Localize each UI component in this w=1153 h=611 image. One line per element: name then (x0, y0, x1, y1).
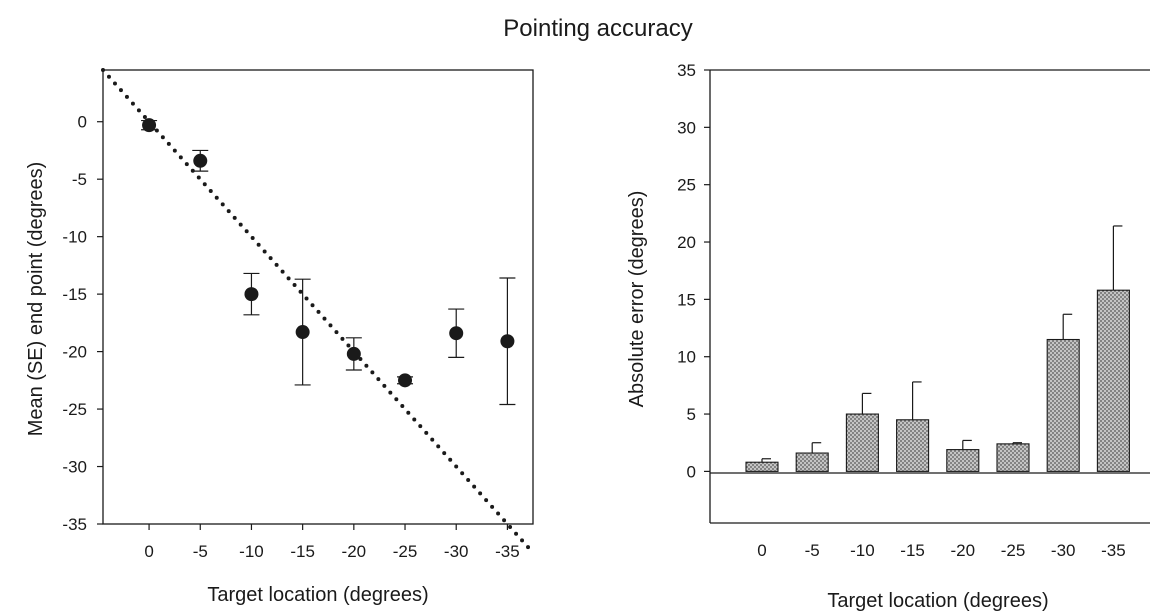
y-tick-label: 15 (677, 290, 696, 309)
bar (996, 443, 1030, 472)
y-tick-label: 25 (677, 176, 696, 195)
y-tick-label: -20 (62, 343, 87, 362)
bar (1046, 338, 1080, 472)
identity-reference-line (101, 68, 535, 555)
data-point (398, 373, 413, 388)
bar (745, 461, 779, 472)
x-tick-label: -35 (1101, 541, 1126, 560)
y-tick-label: 0 (78, 113, 87, 132)
y-tick-label: 30 (677, 118, 696, 137)
data-point (449, 326, 464, 341)
x-tick-label: -15 (900, 541, 925, 560)
scatter-y-axis-ticks: 0 -5 -10 -15 -20 -25 -30 -35 (62, 113, 103, 534)
bar-y-axis-title: Absolute error (degrees) (626, 191, 648, 408)
data-point (142, 118, 157, 133)
bar (1096, 289, 1130, 472)
y-tick-label: 35 (677, 61, 696, 80)
y-tick-label: 0 (687, 462, 696, 481)
x-tick-label: -5 (193, 542, 208, 561)
x-tick-label: -20 (342, 542, 367, 561)
scatter-panel: 0 -5 -10 -15 -20 -25 -30 -35 0 -5 -10 -15 -20 -25 -30… (25, 68, 535, 606)
bar (845, 413, 879, 472)
y-tick-label: -30 (62, 458, 87, 477)
scatter-plot-frame (102, 69, 534, 525)
bar-x-axis-title: Target location (degrees) (827, 590, 1048, 611)
bar (896, 419, 930, 472)
y-tick-label: 10 (677, 348, 696, 367)
data-point (193, 153, 208, 168)
bars (745, 225, 1130, 472)
bar-panel: 0 5 10 15 20 25 30 35 0 -5 -10 -15 -20 -25 -30 -35 Tar… (626, 61, 1150, 611)
x-tick-label: -30 (444, 542, 469, 561)
x-tick-label: -5 (805, 541, 820, 560)
data-point (346, 346, 361, 361)
y-tick-label: 20 (677, 233, 696, 252)
y-tick-label: -5 (72, 170, 87, 189)
scatter-x-axis-title: Target location (degrees) (207, 584, 428, 606)
bar (795, 452, 829, 472)
y-tick-label: -10 (62, 228, 87, 247)
scatter-y-axis-title: Mean (SE) end point (degrees) (25, 162, 47, 437)
scatter-x-axis-ticks: 0 -5 -10 -15 -20 -25 -30 -35 (144, 524, 520, 561)
x-tick-label: -15 (290, 542, 315, 561)
x-tick-label: 0 (144, 542, 153, 561)
x-tick-label: -20 (951, 541, 976, 560)
x-tick-label: -35 (495, 542, 520, 561)
x-tick-label: -10 (850, 541, 875, 560)
y-tick-label: -35 (62, 515, 87, 534)
identity-line (101, 68, 535, 555)
x-tick-label: -25 (393, 542, 418, 561)
x-tick-label: -10 (239, 542, 264, 561)
data-point (295, 325, 310, 340)
y-tick-label: 5 (687, 405, 696, 424)
x-tick-label: 0 (757, 541, 766, 560)
y-tick-label: -15 (62, 285, 87, 304)
x-tick-label: -25 (1001, 541, 1026, 560)
data-point (244, 287, 259, 302)
data-point (500, 334, 515, 349)
bar-y-axis-ticks: 0 5 10 15 20 25 30 35 (677, 61, 710, 481)
bar (946, 449, 980, 472)
y-tick-label: -25 (62, 400, 87, 419)
x-tick-label: -30 (1051, 541, 1076, 560)
figure-title: Pointing accuracy (503, 15, 692, 42)
bar-x-axis-ticks: 0 -5 -10 -15 -20 -25 -30 -35 (757, 541, 1125, 560)
scatter-points (141, 118, 516, 406)
